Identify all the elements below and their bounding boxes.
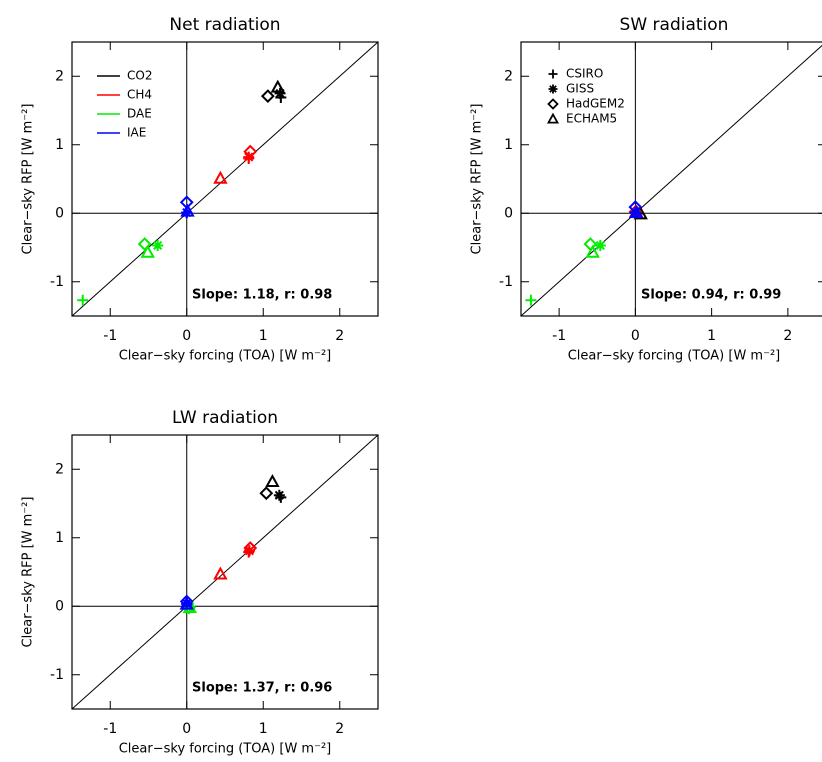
data-point xyxy=(628,200,643,214)
y-tick-label: 1 xyxy=(55,530,64,546)
legend-label: IAE xyxy=(127,126,146,140)
data-point xyxy=(270,79,285,93)
y-tick-label: 0 xyxy=(55,598,64,614)
legend-label: ECHAM5 xyxy=(566,112,617,126)
legend-label: DAE xyxy=(127,107,152,121)
slope-annotation: Slope: 0.94, r: 0.99 xyxy=(641,288,781,303)
data-point xyxy=(274,87,286,99)
legend-marker xyxy=(546,112,560,124)
y-axis-label: Clear−sky RFP [W m⁻²] xyxy=(470,104,485,255)
data-point xyxy=(213,170,228,184)
y-tick-label: 2 xyxy=(504,68,513,84)
data-point xyxy=(180,203,195,217)
data-point xyxy=(243,541,258,555)
y-axis-label: Clear−sky RFP [W m⁻²] xyxy=(21,497,36,648)
slope-annotation: Slope: 1.37, r: 0.96 xyxy=(192,681,332,696)
y-tick-label: 1 xyxy=(504,137,513,153)
data-point xyxy=(137,237,152,251)
y-tick-label: 1 xyxy=(55,137,64,153)
data-point xyxy=(179,596,194,610)
panel-title: Net radiation xyxy=(169,15,280,35)
data-point xyxy=(181,207,193,219)
data-point xyxy=(259,486,274,501)
data-point xyxy=(594,239,606,251)
data-point xyxy=(243,545,255,557)
y-tick-label: -1 xyxy=(50,667,64,683)
legend-marker xyxy=(548,69,558,79)
data-point xyxy=(585,244,600,258)
x-axis-label: Clear−sky forcing (TOA) [W m⁻²] xyxy=(568,349,781,364)
data-point xyxy=(181,598,193,610)
data-point xyxy=(525,294,537,306)
x-tick-label: 2 xyxy=(783,328,792,344)
one-to-one-line xyxy=(71,41,379,317)
legend-label: CH4 xyxy=(127,88,152,102)
plot-frame xyxy=(71,434,379,710)
y-tick-label: -1 xyxy=(50,274,64,290)
x-tick-label: 1 xyxy=(707,328,716,344)
y-tick-label: 2 xyxy=(55,68,64,84)
data-point xyxy=(77,294,89,306)
legend-label: CSIRO xyxy=(566,67,603,81)
y-tick-label: -1 xyxy=(499,274,513,290)
legend-label: CO2 xyxy=(127,69,152,83)
x-axis-label: Clear−sky forcing (TOA) [W m⁻²] xyxy=(119,742,332,757)
y-tick-label: 0 xyxy=(55,205,64,221)
data-point xyxy=(243,151,255,163)
x-tick-label: 0 xyxy=(631,328,640,344)
plot-frame xyxy=(71,41,379,317)
legend-marker xyxy=(548,84,558,94)
panel-title: SW radiation xyxy=(620,15,729,35)
data-point xyxy=(265,474,280,487)
data-point xyxy=(140,244,155,258)
x-tick-label: -1 xyxy=(103,328,117,344)
y-tick-label: 2 xyxy=(55,461,64,477)
data-point xyxy=(260,89,275,104)
x-tick-label: -1 xyxy=(103,721,117,737)
x-axis-label: Clear−sky forcing (TOA) [W m⁻²] xyxy=(119,349,332,364)
one-to-one-line xyxy=(71,434,379,710)
x-tick-label: 1 xyxy=(259,328,268,344)
plot-frame xyxy=(520,41,822,317)
x-tick-label: 2 xyxy=(335,328,344,344)
legend-marker xyxy=(547,98,559,110)
y-axis-label: Clear−sky RFP [W m⁻²] xyxy=(21,104,36,255)
y-tick-label: 0 xyxy=(504,205,513,221)
data-point xyxy=(179,594,194,609)
data-point xyxy=(243,144,258,159)
data-point xyxy=(213,566,228,580)
one-to-one-line xyxy=(520,44,822,317)
x-tick-label: 2 xyxy=(335,721,344,737)
slope-annotation: Slope: 1.18, r: 0.98 xyxy=(192,288,332,303)
panel-title: LW radiation xyxy=(172,408,278,428)
legend-label: HadGEM2 xyxy=(566,97,625,111)
x-tick-label: 0 xyxy=(182,721,191,737)
data-point xyxy=(152,239,164,251)
x-tick-label: -1 xyxy=(552,328,566,344)
x-tick-label: 1 xyxy=(259,721,268,737)
data-point xyxy=(273,489,285,501)
x-tick-label: 0 xyxy=(182,328,191,344)
data-point xyxy=(628,205,644,218)
legend-label: GISS xyxy=(566,82,594,96)
